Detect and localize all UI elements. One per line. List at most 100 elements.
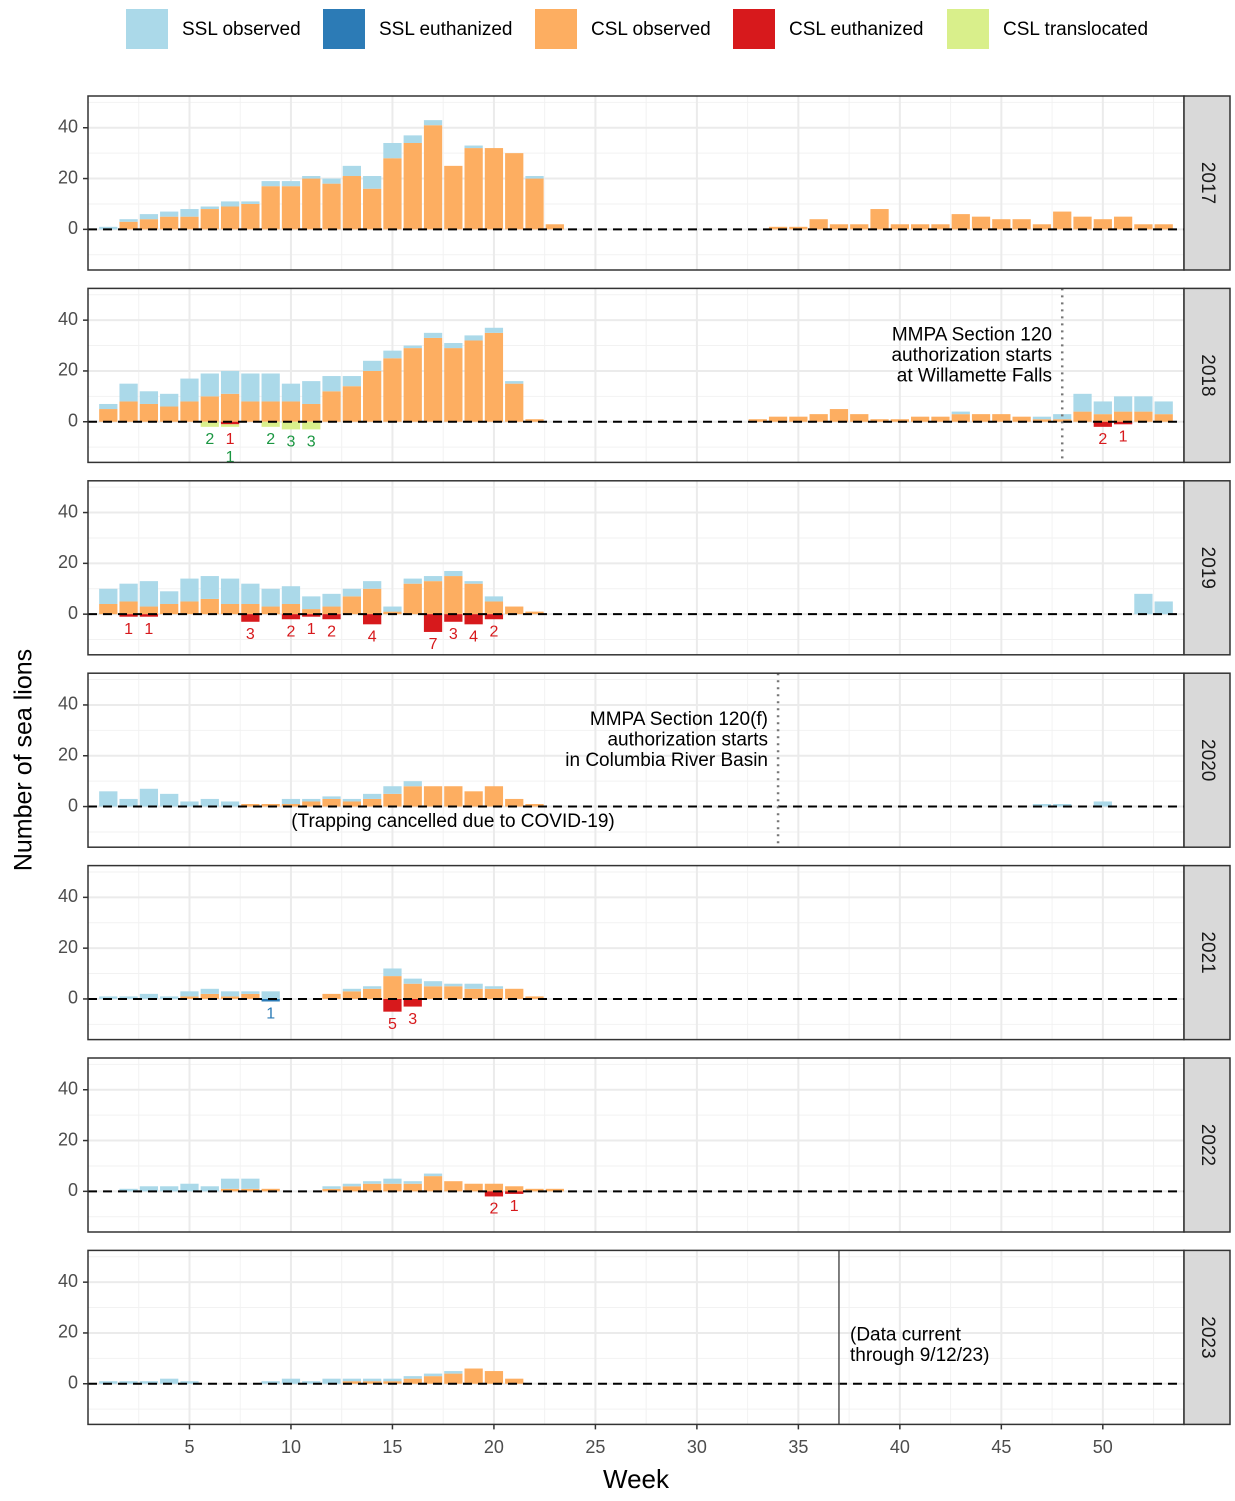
y-tick-label: 0 [68, 218, 78, 238]
strip [1183, 480, 1231, 656]
y-tick-label: 0 [68, 603, 78, 623]
bar [423, 1173, 443, 1177]
bar-label: 3 [307, 434, 316, 451]
bar [1053, 419, 1072, 422]
bar [403, 142, 422, 230]
bar [444, 1181, 463, 1192]
bar [261, 1381, 280, 1384]
bar [241, 614, 260, 622]
legend-key [126, 9, 168, 49]
bar [302, 403, 321, 422]
bar [444, 570, 463, 577]
bar [281, 798, 301, 805]
bar [220, 1178, 240, 1189]
bar [383, 1183, 402, 1192]
x-tick-label: 45 [991, 1437, 1011, 1457]
bar [99, 226, 118, 230]
bar [302, 381, 321, 404]
bar [403, 578, 422, 584]
bar [850, 224, 869, 230]
bar-label: 2 [266, 431, 275, 448]
bar [281, 383, 301, 402]
bar [220, 206, 240, 230]
y-tick-label: 40 [58, 886, 78, 906]
strip [1183, 864, 1231, 1041]
strip [1183, 287, 1231, 464]
bar [322, 1186, 341, 1189]
bar [992, 414, 1011, 422]
bar [220, 996, 240, 999]
bar [241, 603, 260, 615]
bar [139, 788, 159, 807]
bar [322, 178, 341, 184]
bar [464, 1368, 483, 1384]
bar [241, 1188, 260, 1192]
bar-label: 2 [327, 623, 336, 640]
bar-label: 1 [307, 621, 316, 638]
bar [241, 991, 260, 994]
legend-key [947, 9, 989, 49]
y-tick-label: 40 [58, 117, 78, 137]
bar [484, 327, 504, 333]
bar [241, 804, 260, 807]
bar [850, 414, 869, 422]
bar [119, 401, 138, 422]
bar [1134, 224, 1153, 230]
bar [180, 209, 199, 217]
bar [363, 1181, 382, 1184]
bar [139, 403, 159, 422]
bar [484, 1183, 504, 1192]
bar [403, 983, 422, 999]
bar [363, 793, 382, 799]
bar [342, 596, 361, 615]
bar [342, 165, 361, 177]
bar [322, 593, 341, 607]
bar [200, 421, 219, 427]
bar [241, 373, 260, 402]
bar [220, 393, 240, 422]
bar [342, 1378, 361, 1382]
bar [992, 219, 1011, 230]
bar [789, 226, 808, 230]
bar [484, 986, 504, 989]
bar [1113, 396, 1133, 412]
bar [200, 798, 219, 807]
y-tick-label: 20 [58, 1129, 78, 1149]
annotation: MMPA Section 120 [892, 324, 1052, 345]
bar [484, 786, 504, 807]
bar [261, 606, 280, 615]
y-tick-label: 20 [58, 552, 78, 572]
bar [464, 614, 483, 625]
bar [505, 798, 524, 807]
bar [545, 224, 564, 230]
bar [403, 781, 422, 787]
bar [342, 588, 361, 597]
bar [363, 360, 382, 371]
bar [383, 786, 402, 794]
bar [119, 601, 138, 615]
bar [464, 791, 483, 807]
bar [1093, 414, 1112, 422]
bar [342, 801, 361, 807]
bar [464, 583, 483, 615]
legend-label: CSL euthanized [789, 19, 924, 40]
bar [464, 145, 483, 149]
annotation: (Data current [850, 1324, 962, 1345]
bar [1154, 414, 1173, 422]
bar [363, 1378, 382, 1382]
annotation: at Willamette Falls [897, 365, 1052, 386]
bar [464, 340, 483, 422]
bar [383, 350, 402, 359]
bar [302, 609, 321, 615]
y-tick-label: 20 [58, 745, 78, 765]
bar [200, 396, 219, 422]
bar-label: 4 [368, 629, 377, 646]
bar [119, 614, 138, 617]
legend-key [323, 9, 365, 49]
bar [200, 576, 219, 599]
bar-label: 3 [287, 434, 296, 451]
bar [484, 596, 504, 602]
bar [383, 1378, 402, 1382]
bar [160, 211, 179, 217]
